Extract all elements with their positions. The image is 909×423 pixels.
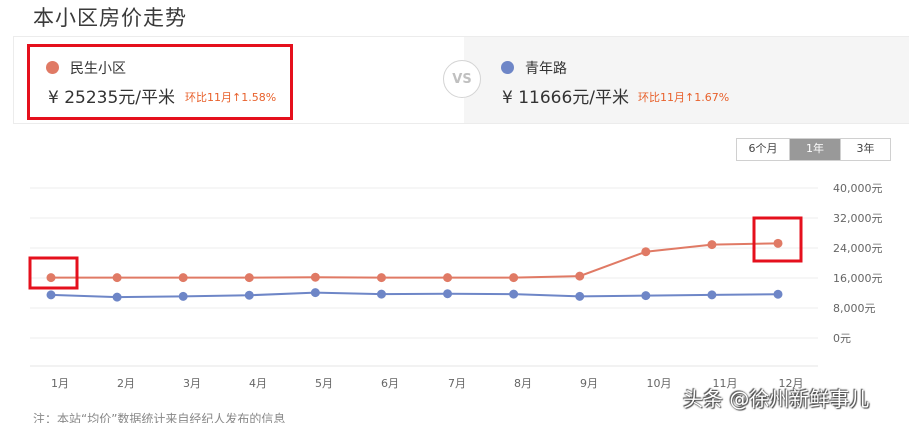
data-point [773,289,783,299]
data-point [178,291,188,301]
series-line [50,291,779,299]
data-point [707,290,717,300]
x-tick-label: 9月 [580,377,598,390]
data-point [443,273,453,283]
community-name: 青年路 [525,61,567,77]
y-tick-label: 32,000元 [833,212,883,225]
data-point [707,240,717,250]
data-point [575,271,585,281]
y-tick-label: 24,000元 [833,242,883,255]
comparison-right-background [464,37,909,123]
community-price: ¥ 25235元/平米 [48,88,176,108]
y-tick-label: 40,000元 [833,182,883,195]
data-point [112,292,122,302]
y-tick-label: 16,000元 [833,272,883,285]
community-change: 环比11月↑1.67% [638,91,730,104]
x-tick-label: 10月 [647,377,672,390]
x-tick-label: 2月 [117,377,135,390]
data-point [244,273,254,283]
data-point [376,289,386,299]
data-point [112,273,122,283]
period-tabs: 6个月 1年 3年 [736,138,891,161]
highlight-box-january [28,256,79,290]
data-point [443,289,453,299]
data-point [641,247,651,257]
data-point [310,288,320,298]
community-change: 环比11月↑1.58% [185,91,277,104]
data-point [178,273,188,283]
tab-6-months[interactable]: 6个月 [737,139,789,160]
vs-badge: VS [443,60,481,98]
series-dot-icon [501,61,514,74]
tab-3-years[interactable]: 3年 [840,139,890,160]
footnote: 注：本站“均价”数据统计来自经纪人发布的信息 [33,412,286,423]
series-line [51,242,779,279]
data-point [376,273,386,283]
community-name: 民生小区 [70,61,126,77]
x-tick-label: 5月 [315,377,333,390]
data-point [773,238,783,248]
x-tick-label: 4月 [249,377,267,390]
page-title: 本小区房价走势 [33,6,187,30]
series-dot-icon [46,61,59,74]
data-point [46,273,56,283]
x-tick-label: 6月 [381,377,399,390]
tab-1-year[interactable]: 1年 [789,139,840,160]
highlight-box-left-community [27,44,293,120]
data-point [509,273,519,283]
x-tick-label: 8月 [514,377,532,390]
x-tick-label: 1月 [51,377,69,390]
data-point [46,290,56,300]
x-tick-label: 12月 [779,377,804,390]
data-point [244,290,254,300]
highlight-box-december [752,216,803,263]
data-point [641,291,651,301]
data-point [310,272,320,282]
x-tick-label: 3月 [183,377,201,390]
y-tick-label: 0元 [833,332,851,345]
x-tick-label: 11月 [713,377,738,390]
watermark: 头条 @徐州新鲜事儿 [683,387,870,411]
data-point [575,291,585,301]
community-price: ¥ 11666元/平米 [502,88,630,108]
y-tick-label: 8,000元 [833,302,876,315]
data-point [509,289,519,299]
x-tick-label: 7月 [448,377,466,390]
